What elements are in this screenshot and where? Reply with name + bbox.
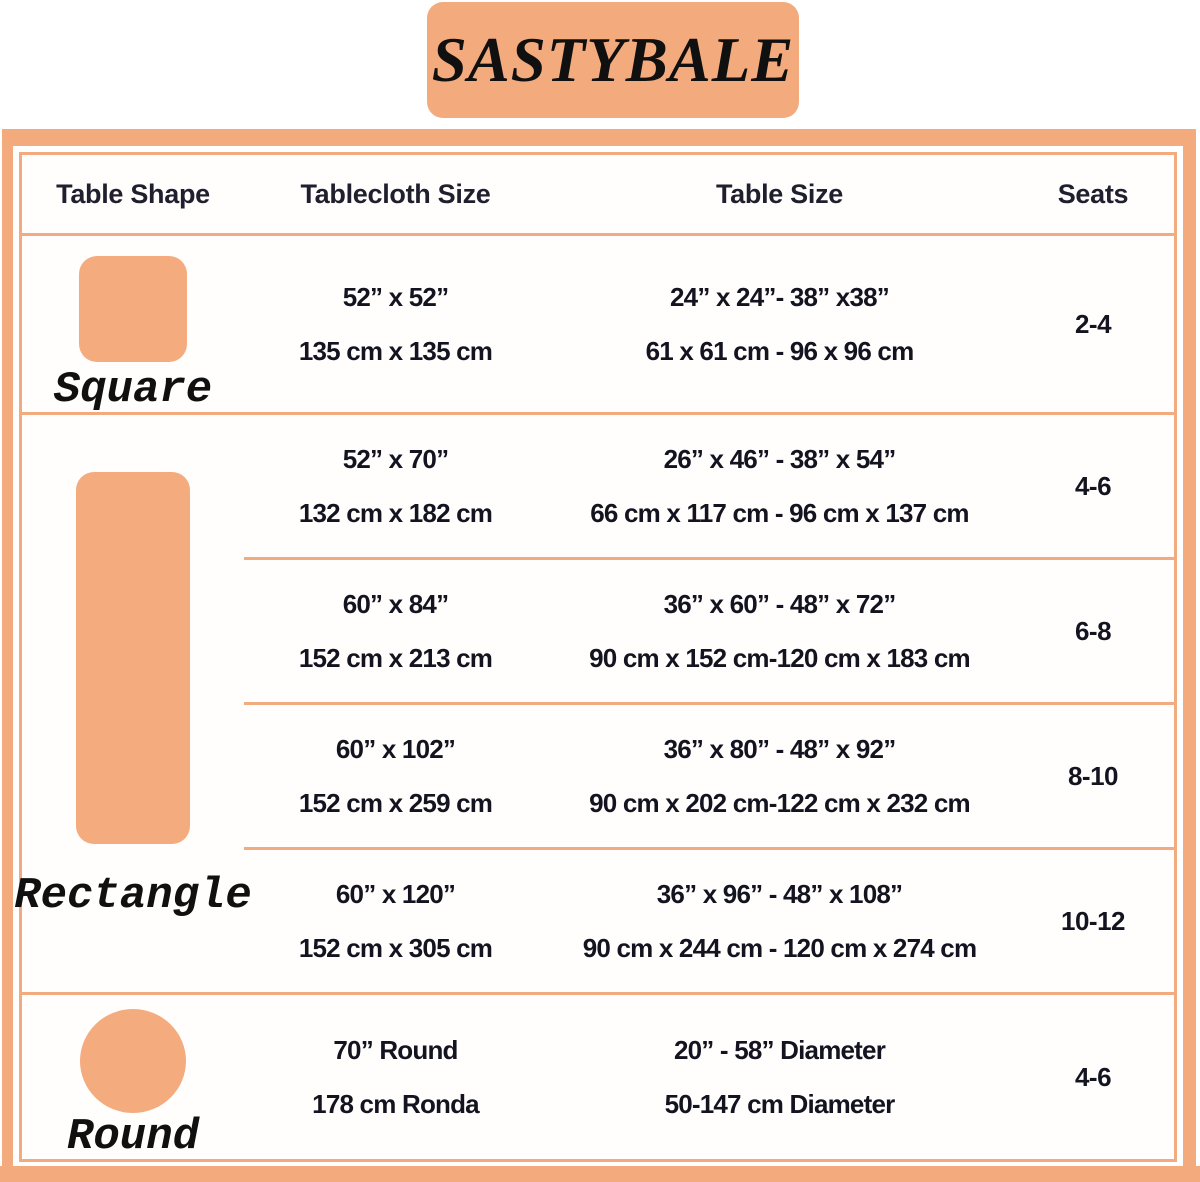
size-chart-table: Table Shape Tablecloth Size Table Size S…: [14, 152, 1177, 1162]
rect3-tablecloth-size: 60” x 102” 152 cm x 259 cm: [244, 705, 547, 847]
round-shape-cell: Round: [22, 995, 244, 1159]
header-seats: Seats: [1057, 178, 1129, 209]
table-row-round: Round 70” Round 178 cm Ronda 20” - 58” D…: [22, 995, 1174, 1159]
rect1-seats: 4-6: [1074, 470, 1112, 501]
brand-logo: SASTYBALE: [427, 2, 799, 118]
size-inches: 24” x 24”- 38” x38”: [670, 282, 890, 313]
rectangle-sub-rows: 52” x 70” 132 cm x 182 cm 26” x 46” - 38…: [244, 415, 1174, 992]
rect3-seats: 8-10: [1067, 760, 1119, 791]
square-label: Square: [53, 365, 213, 416]
header-table-size: Table Size: [715, 178, 844, 209]
size-inches: 36” x 80” - 48” x 92”: [663, 734, 897, 765]
frame-right-border: [1183, 129, 1196, 1182]
rectangle-label: Rectangle: [14, 871, 252, 922]
frame-top-bar: [2, 129, 1196, 146]
square-table-size: 24” x 24”- 38” x38” 61 x 61 cm - 96 x 96…: [547, 236, 1012, 412]
square-tablecloth-size: 52” x 52” 135 cm x 135 cm: [244, 236, 547, 412]
table-row-rect-2: 60” x 84” 152 cm x 213 cm 36” x 60” - 48…: [244, 560, 1174, 706]
header-tablecloth-size: Tablecloth Size: [300, 178, 491, 209]
rect2-seats: 6-8: [1074, 615, 1112, 646]
table-row-rect-4: 60” x 120” 152 cm x 305 cm 36” x 96” - 4…: [244, 850, 1174, 992]
table-row-rect-3: 60” x 102” 152 cm x 259 cm 36” x 80” - 4…: [244, 705, 1174, 851]
size-cm: 66 cm x 117 cm - 96 cm x 137 cm: [590, 498, 969, 529]
frame-bottom-bar: [0, 1166, 1200, 1182]
round-shape-icon: [80, 1009, 186, 1113]
size-cm: 152 cm x 259 cm: [298, 788, 493, 819]
rectangle-shape-icon: [76, 472, 190, 845]
table-row-rect-1: 52” x 70” 132 cm x 182 cm 26” x 46” - 38…: [244, 415, 1174, 561]
size-cm: 50-147 cm Diameter: [664, 1089, 896, 1119]
size-cm: 132 cm x 182 cm: [298, 498, 493, 529]
round-seats: 4-6: [1074, 1061, 1112, 1092]
header-table-shape: Table Shape: [56, 178, 210, 209]
size-cm: 90 cm x 244 cm - 120 cm x 274 cm: [582, 933, 977, 964]
rect1-table-size: 26” x 46” - 38” x 54” 66 cm x 117 cm - 9…: [547, 415, 1012, 557]
round-tablecloth-size: 70” Round 178 cm Ronda: [244, 995, 547, 1159]
size-chart-frame: Table Shape Tablecloth Size Table Size S…: [0, 129, 1200, 1182]
size-cm: 135 cm x 135 cm: [298, 336, 493, 367]
rect4-seats: 10-12: [1061, 905, 1126, 936]
square-shape-cell: Square: [22, 236, 244, 412]
frame-left-border: [2, 129, 13, 1182]
size-cm: 61 x 61 cm - 96 x 96 cm: [645, 336, 915, 367]
rect1-tablecloth-size: 52” x 70” 132 cm x 182 cm: [244, 415, 547, 557]
size-inches: 36” x 96” - 48” x 108”: [656, 879, 903, 910]
size-inches: 60” x 102”: [335, 734, 456, 765]
rect2-table-size: 36” x 60” - 48” x 72” 90 cm x 152 cm-120…: [547, 560, 1012, 702]
size-inches: 36” x 60” - 48” x 72”: [663, 589, 897, 620]
size-inches: 20” - 58” Diameter: [673, 1035, 886, 1065]
rectangle-shape-cell: Rectangle: [14, 415, 252, 992]
brand-logo-text: SASTYBALE: [431, 24, 795, 95]
size-inches: 70” Round: [333, 1035, 458, 1065]
size-cm: 178 cm Ronda: [312, 1089, 479, 1119]
rect4-tablecloth-size: 60” x 120” 152 cm x 305 cm: [244, 850, 547, 992]
table-header-row: Table Shape Tablecloth Size Table Size S…: [22, 155, 1174, 237]
table-row-square: Square 52” x 52” 135 cm x 135 cm 24” x 2…: [22, 236, 1174, 416]
size-cm: 152 cm x 213 cm: [298, 643, 493, 674]
square-seats: 2-4: [1074, 308, 1112, 339]
size-cm: 90 cm x 202 cm-122 cm x 232 cm: [589, 788, 971, 819]
round-label: Round: [66, 1112, 200, 1162]
round-table-size: 20” - 58” Diameter 50-147 cm Diameter: [547, 995, 1012, 1159]
size-inches: 52” x 70”: [342, 444, 449, 475]
size-inches: 60” x 120”: [335, 879, 456, 910]
table-rows-rectangle: Rectangle 52” x 70” 132 cm x 182 cm 26” …: [14, 415, 1174, 995]
size-cm: 90 cm x 152 cm-120 cm x 183 cm: [589, 643, 971, 674]
size-cm: 152 cm x 305 cm: [298, 933, 493, 964]
square-shape-icon: [79, 256, 187, 363]
rect4-table-size: 36” x 96” - 48” x 108” 90 cm x 244 cm - …: [547, 850, 1012, 992]
size-inches: 52” x 52”: [342, 282, 449, 313]
size-inches: 26” x 46” - 38” x 54”: [663, 444, 897, 475]
rect3-table-size: 36” x 80” - 48” x 92” 90 cm x 202 cm-122…: [547, 705, 1012, 847]
size-inches: 60” x 84”: [342, 589, 449, 620]
rect2-tablecloth-size: 60” x 84” 152 cm x 213 cm: [244, 560, 547, 702]
